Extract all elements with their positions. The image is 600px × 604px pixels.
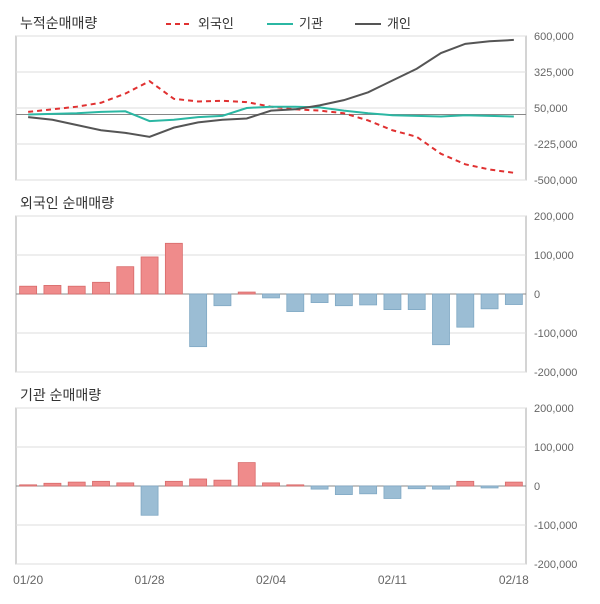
y-tick-label: 200,000	[534, 211, 574, 223]
bar	[68, 286, 85, 294]
chart-svg: -500,000 -225,000 50,000 325,000 600,000 누적순매…	[0, 0, 600, 604]
line-series-institution	[28, 107, 514, 121]
bar	[457, 294, 474, 327]
bar	[20, 485, 37, 486]
bar	[117, 267, 134, 294]
line-series-individual	[28, 40, 514, 137]
x-tick-label: 01/28	[135, 573, 165, 587]
panel-title: 누적순매매량	[20, 15, 97, 31]
bar	[93, 282, 110, 294]
y-tick-label: -200,000	[534, 367, 577, 379]
bar	[93, 481, 110, 486]
y-tick-label: -225,000	[534, 139, 577, 151]
x-tick-label: 02/18	[499, 573, 529, 587]
bar	[68, 482, 85, 486]
bar	[141, 257, 158, 294]
chart-container: -500,000 -225,000 50,000 325,000 600,000 누적순매…	[0, 0, 600, 604]
bar	[360, 486, 377, 494]
bar	[408, 486, 425, 489]
bar	[335, 486, 352, 495]
y-tick-label: 100,000	[534, 442, 574, 454]
bar	[287, 294, 304, 312]
y-tick-label: -500,000	[534, 175, 577, 187]
y-tick-label: -100,000	[534, 328, 577, 340]
y-tick-label: -100,000	[534, 520, 577, 532]
bar	[44, 285, 61, 294]
bar	[214, 480, 231, 486]
bar	[481, 486, 498, 488]
legend-label: 기관	[299, 16, 323, 31]
bar	[457, 481, 474, 486]
panel-title: 기관 순매매량	[20, 387, 101, 403]
bar	[165, 481, 182, 486]
bar	[263, 483, 280, 486]
bar	[433, 486, 450, 489]
y-tick-label: 200,000	[534, 403, 574, 415]
bar	[44, 483, 61, 486]
bar	[20, 286, 37, 294]
y-tick-label: 0	[534, 481, 540, 493]
x-tick-label: 01/20	[13, 573, 43, 587]
legend-label: 외국인	[198, 16, 234, 31]
bar	[481, 294, 498, 309]
bar	[190, 479, 207, 486]
bar	[214, 294, 231, 306]
y-tick-label: 325,000	[534, 67, 574, 79]
bar	[433, 294, 450, 345]
bar	[287, 485, 304, 486]
y-tick-label: 600,000	[534, 31, 574, 43]
bar	[311, 486, 328, 489]
bar	[263, 294, 280, 298]
bar	[335, 294, 352, 306]
bar	[384, 486, 401, 498]
bar	[505, 294, 522, 305]
legend-label: 개인	[387, 16, 411, 31]
bar	[505, 482, 522, 486]
y-tick-label: -200,000	[534, 559, 577, 571]
panel-title: 외국인 순매매량	[20, 195, 114, 211]
bar	[190, 294, 207, 347]
y-tick-label: 0	[534, 289, 540, 301]
bar	[238, 292, 255, 294]
x-tick-label: 02/04	[256, 573, 286, 587]
line-series-foreign	[28, 81, 514, 173]
bar	[384, 294, 401, 310]
y-tick-label: 50,000	[534, 103, 568, 115]
bar	[311, 294, 328, 303]
bar	[408, 294, 425, 310]
bar	[141, 486, 158, 515]
x-tick-label: 02/11	[378, 573, 407, 587]
bar	[238, 463, 255, 486]
bar	[360, 294, 377, 305]
bar	[117, 483, 134, 486]
y-tick-label: 100,000	[534, 250, 574, 262]
bar	[165, 243, 182, 294]
